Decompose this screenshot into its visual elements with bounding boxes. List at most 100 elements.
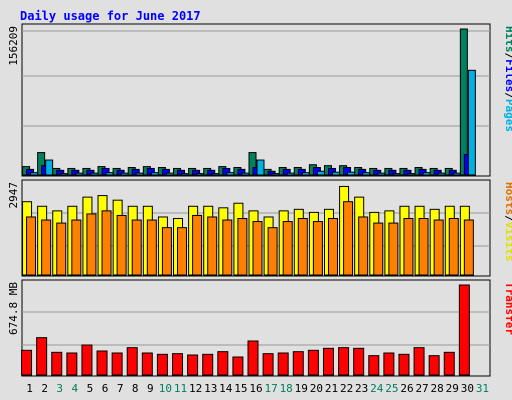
bar-middle-s1-day-26 (403, 218, 414, 276)
bar-bottom-s0-day-30 (458, 284, 470, 376)
bar-bottom-s0-day-23 (353, 347, 365, 376)
bar-bottom-s0-day-28 (428, 355, 440, 376)
panel-top: 156209 Hits/Files/Pages (7, 23, 512, 177)
bar-middle-s1-day-10 (161, 227, 172, 276)
day-label-28: 28 (431, 382, 444, 395)
panel-max-label: 674.8 MB (7, 282, 20, 335)
legend-part: Files (503, 59, 512, 92)
bar-bottom-s0-day-16 (247, 340, 259, 376)
bar-top-s2-day-8 (135, 172, 144, 176)
day-label-25: 25 (385, 382, 398, 395)
panel-legend-label: Hits/Files/Pages (503, 26, 512, 132)
bar-bottom-s0-day-18 (277, 352, 289, 376)
day-label-17: 17 (264, 382, 277, 395)
day-label-16: 16 (249, 382, 262, 395)
chart-title: Daily usage for June 2017 (20, 9, 201, 23)
day-label-5: 5 (87, 382, 94, 395)
bar-middle-s1-day-22 (343, 201, 354, 276)
bar-bottom-s0-day-29 (443, 351, 455, 376)
bar-top-s2-day-1 (30, 172, 39, 176)
bar-middle-s1-day-3 (56, 222, 67, 276)
legend-part: Transfer (503, 282, 512, 335)
day-label-3: 3 (56, 382, 63, 395)
bar-bottom-s0-day-1 (21, 349, 33, 376)
day-label-30: 30 (461, 382, 474, 395)
bar-top-s2-day-20 (316, 170, 325, 176)
bar-middle-s1-day-17 (267, 227, 278, 276)
day-label-7: 7 (117, 382, 124, 395)
bar-bottom-s0-day-14 (217, 351, 229, 376)
bar-middle-s1-day-6 (101, 210, 112, 276)
bar-top-s2-day-7 (120, 172, 129, 176)
bar-bottom-s0-day-8 (126, 347, 138, 376)
bar-bottom-s0-day-11 (172, 353, 184, 376)
bar-middle-s1-day-1 (26, 216, 37, 276)
panel-max-label: 2947 (7, 182, 20, 209)
bar-top-s2-day-5 (90, 172, 99, 176)
bar-top-s2-day-13 (211, 173, 220, 176)
bar-top-s2-day-26 (407, 173, 416, 176)
legend-part: / (503, 92, 512, 99)
bar-top-s2-day-9 (150, 172, 159, 176)
bar-top-s2-day-29 (452, 172, 461, 176)
bar-middle-s1-day-24 (373, 222, 384, 276)
bar-bottom-s0-day-26 (398, 353, 410, 376)
day-label-24: 24 (370, 382, 384, 395)
bar-bottom-s0-day-4 (66, 352, 78, 376)
panel-legend-label: Transfer (503, 282, 512, 335)
bar-bottom-s0-day-9 (141, 352, 153, 376)
day-label-23: 23 (355, 382, 368, 395)
bar-top-s2-day-25 (392, 173, 401, 176)
bar-top-s2-day-17 (271, 173, 280, 176)
day-label-18: 18 (280, 382, 293, 395)
day-label-21: 21 (325, 382, 338, 395)
bar-middle-s1-day-20 (312, 221, 323, 276)
bar-middle-s1-day-16 (252, 221, 263, 276)
bar-top-s2-day-3 (60, 173, 69, 176)
day-label-14: 14 (219, 382, 233, 395)
bar-top-s2-day-10 (165, 172, 174, 176)
day-label-31: 31 (476, 382, 489, 395)
bar-bottom-s0-day-6 (96, 350, 108, 376)
day-label-11: 11 (174, 382, 187, 395)
bar-bottom-s0-day-15 (232, 356, 244, 376)
day-label-22: 22 (340, 382, 353, 395)
bar-bottom-s0-day-7 (111, 352, 123, 376)
bar-bottom-s0-day-25 (383, 352, 395, 376)
bar-bottom-s0-day-19 (292, 351, 304, 376)
bar-bottom-s0-day-13 (202, 353, 214, 376)
bar-bottom-s0-day-27 (413, 347, 425, 376)
bar-top-s2-day-18 (286, 172, 295, 176)
bar-top-s2-day-21 (331, 171, 340, 176)
legend-part: / (503, 215, 512, 222)
bar-middle-s1-day-21 (327, 218, 338, 276)
day-label-10: 10 (159, 382, 172, 395)
bar-top-s2-day-16 (256, 159, 265, 176)
bar-bottom-s0-day-3 (51, 351, 63, 376)
panel-max-label: 156209 (7, 26, 20, 66)
bar-top-s2-day-19 (301, 172, 310, 176)
bar-middle-s1-day-11 (177, 227, 188, 276)
bar-middle-s1-day-29 (448, 218, 459, 276)
bar-middle-s1-day-5 (86, 213, 97, 276)
chart-panels: 156209Hits/Files/Pages2947Hosts/Visits67… (7, 23, 512, 377)
day-label-9: 9 (147, 382, 154, 395)
bar-middle-s1-day-14 (222, 219, 233, 276)
bar-bottom-s0-day-5 (81, 344, 93, 376)
panel-middle: 2947 Hosts/Visits (7, 179, 512, 277)
day-label-12: 12 (189, 382, 202, 395)
bar-middle-s1-day-7 (116, 214, 127, 276)
day-label-2: 2 (41, 382, 48, 395)
bar-middle-s1-day-9 (146, 219, 157, 276)
legend-part: Hosts (503, 182, 512, 215)
bar-middle-s1-day-30 (463, 219, 474, 276)
panel-frame (21, 23, 491, 177)
day-label-26: 26 (400, 382, 413, 395)
bar-top-s2-day-14 (226, 172, 235, 176)
day-labels: 1 2 3 4 5 6 7 8 9 10 11 12 13 14 15 16 17 18 19 20 21 22 23 24 2… (26, 382, 489, 395)
day-label-8: 8 (132, 382, 139, 395)
day-label-29: 29 (446, 382, 459, 395)
bar-top-s2-day-2 (45, 159, 54, 176)
bar-top-s2-day-6 (105, 172, 114, 176)
day-label-27: 27 (415, 382, 428, 395)
